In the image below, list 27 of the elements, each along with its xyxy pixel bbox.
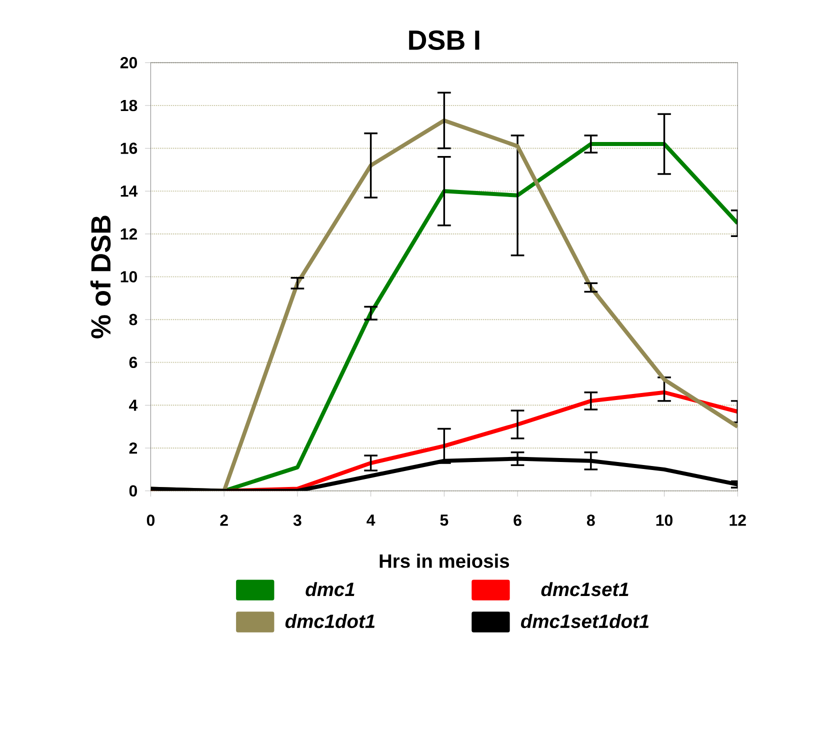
y-tick-label: 16 <box>120 142 138 154</box>
x-tick-label: 5 <box>440 514 448 526</box>
y-tick-label: 10 <box>120 271 137 282</box>
y-tick-label: 6 <box>129 356 138 368</box>
legend-label: dmc1dot1 <box>285 614 375 628</box>
y-tick-label: 0 <box>129 485 137 497</box>
x-axis-title: Hrs in meiosis <box>380 554 510 568</box>
legend-label: dmc1 <box>306 582 354 596</box>
y-tick-label: 2 <box>129 442 138 454</box>
legend-label: dmc1set1 <box>541 582 628 596</box>
legend-label: dmc1set1dot1 <box>521 614 649 628</box>
y-tick-label: 12 <box>120 228 138 240</box>
chart-title: DSB I <box>409 30 480 50</box>
x-tick-label: 12 <box>730 514 746 526</box>
y-axis-title: % of DSB <box>90 216 111 338</box>
y-tick-label: 14 <box>120 186 138 197</box>
x-tick-label: 3 <box>293 514 302 526</box>
y-tick-label: 20 <box>120 57 137 68</box>
x-tick-label: 8 <box>586 514 595 526</box>
y-tick-label: 4 <box>129 400 138 411</box>
y-tick-label: 8 <box>129 314 138 326</box>
x-tick-label: 10 <box>656 514 673 526</box>
x-tick-label: 6 <box>514 514 522 526</box>
x-tick-label: 4 <box>366 514 376 526</box>
x-tick-label: 2 <box>220 514 228 526</box>
x-tick-label: 0 <box>146 514 155 526</box>
y-tick-label: 18 <box>120 100 138 112</box>
